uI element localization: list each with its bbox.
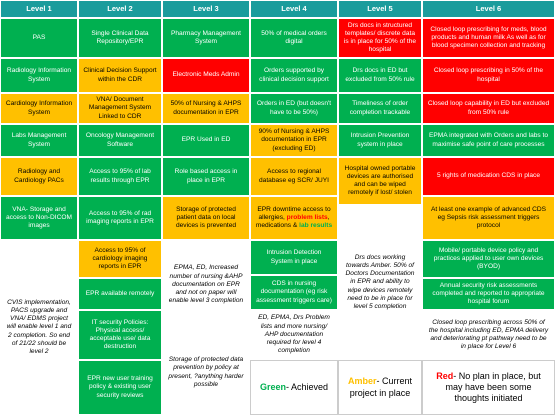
level-cell: Orders in ED (but doesn't have to be 50%… <box>250 93 338 124</box>
level-cell: EPMA integrated with Orders and labs to … <box>422 124 555 157</box>
legend-cell: Red- No plan in place, but may have been… <box>422 360 555 415</box>
text-part: problem lists <box>286 213 328 221</box>
level-cell: EPR available remotely <box>78 278 162 310</box>
level-cell: CDS in nursing documentation (eg risk as… <box>250 275 338 310</box>
level-cell: Closed loop prescribing for meds, blood … <box>422 18 555 58</box>
level-cell: Access to 95% of rad imaging reports in … <box>78 196 162 240</box>
level-cell: At least one example of advanced CDS eg … <box>422 196 555 240</box>
level-cell: 50% of Nursing & AHPS documentation in E… <box>162 93 250 124</box>
level-cell: CVIS implementation, PACS upgrade and VN… <box>0 240 78 415</box>
level-cell: Access to regional database eg SCR/ JUYI <box>250 157 338 196</box>
text-part: - Current project in place <box>349 376 413 398</box>
cell-text: Amber- Current project in place <box>343 376 417 399</box>
level-cell: Closed loop prescribing in 50% of the ho… <box>422 58 555 93</box>
level-cell: Storage of protected data prevention by … <box>162 330 250 415</box>
cell-text: Green- Achieved <box>260 382 328 393</box>
level-cell: EPR new user training policy & existing … <box>78 360 162 415</box>
level-cell: Drs docs in ED but excluded from 50% rul… <box>338 58 422 93</box>
level-cell: Closed loop capability in ED but exclude… <box>422 93 555 124</box>
level-cell: Orders supported by clinical decision su… <box>250 58 338 93</box>
level-cell: Hospital owned portable devices are auth… <box>338 157 422 205</box>
level-cell: 90% of Nursing & AHPS documentation in E… <box>250 124 338 157</box>
level-cell: Radiology and Cardiology PACs <box>0 157 78 196</box>
level-cell: Intrusion Prevention system in place <box>338 124 422 157</box>
cell-text: Red- No plan in place, but may have been… <box>427 371 550 405</box>
level-cell: Role based access in place in EPR <box>162 157 250 196</box>
column-header: Level 3 <box>162 0 250 18</box>
level-cell: VNA/ Document Management System Linked t… <box>78 93 162 124</box>
text-part: , medications & <box>255 213 330 230</box>
level-cell: Access to 95% of lab results through EPR <box>78 157 162 196</box>
level-cell: Single Clinical Data Repository/EPR <box>78 18 162 58</box>
column-header: Level 2 <box>78 0 162 18</box>
column-header: Level 5 <box>338 0 422 18</box>
level-cell: Radiology Information System <box>0 58 78 93</box>
text-part: lab results <box>299 222 333 230</box>
text-part: Red <box>436 370 454 381</box>
level-cell: Oncology Management Software <box>78 124 162 157</box>
level-cell: EPMA, ED, Increased number of nursing &A… <box>162 240 250 330</box>
level-cell: IT security Policies: Physical access/ a… <box>78 310 162 360</box>
level-cell: Storage of protected patient data on loc… <box>162 196 250 240</box>
level-cell: Access to 95% of cardiology imaging repo… <box>78 240 162 278</box>
level-cell: Pharmacy Management System <box>162 18 250 58</box>
text-part: - Achieved <box>285 381 329 392</box>
level-cell: Intrusion Detection System in place <box>250 240 338 275</box>
level-cell: Mobile/ portable device policy and pract… <box>422 240 555 278</box>
level-cell: EPR downtime access to allergies, proble… <box>250 196 338 240</box>
level-cell: VNA- Storage and access to Non-DICOM ima… <box>0 196 78 240</box>
text-part: EPR downtime access to allergies, <box>257 205 331 221</box>
level-cell: ED, EPMA, Drs Problem lists and more nur… <box>250 310 338 360</box>
legend-cell: Green- Achieved <box>250 360 338 415</box>
level-cell: Cardiology Information System <box>0 93 78 124</box>
level-cell: Drs docs in structured templates/ discre… <box>338 18 422 58</box>
column-header: Level 6 <box>422 0 555 18</box>
level-cell: 50% of medical orders digital <box>250 18 338 58</box>
legend-cell: Amber- Current project in place <box>338 360 422 415</box>
text-part: - No plan in place, but may have been so… <box>445 370 541 404</box>
column-header: Level 1 <box>0 0 78 18</box>
level-cell: EPR Used in ED <box>162 124 250 157</box>
cell-text: EPR downtime access to allergies, proble… <box>255 206 333 231</box>
level-cell: Closed loop prescribing across 50% of th… <box>422 310 555 360</box>
level-cell: Timeliness of order completion trackable <box>338 93 422 124</box>
text-part: Green <box>259 381 286 392</box>
level-cell: Electronic Meds Admin <box>162 58 250 93</box>
level-cell: Clinical Decision Support within the CDR <box>78 58 162 93</box>
level-cell: Labs Management System <box>0 124 78 157</box>
level-cell: Drs docs working towards Amber. 50% of D… <box>338 205 422 360</box>
level-cell: PAS <box>0 18 78 58</box>
text-part: Amber <box>347 376 377 387</box>
column-header: Level 4 <box>250 0 338 18</box>
level-cell: 5 rights of medication CDS in place <box>422 157 555 196</box>
level-cell: Annual security risk assessments complet… <box>422 278 555 310</box>
